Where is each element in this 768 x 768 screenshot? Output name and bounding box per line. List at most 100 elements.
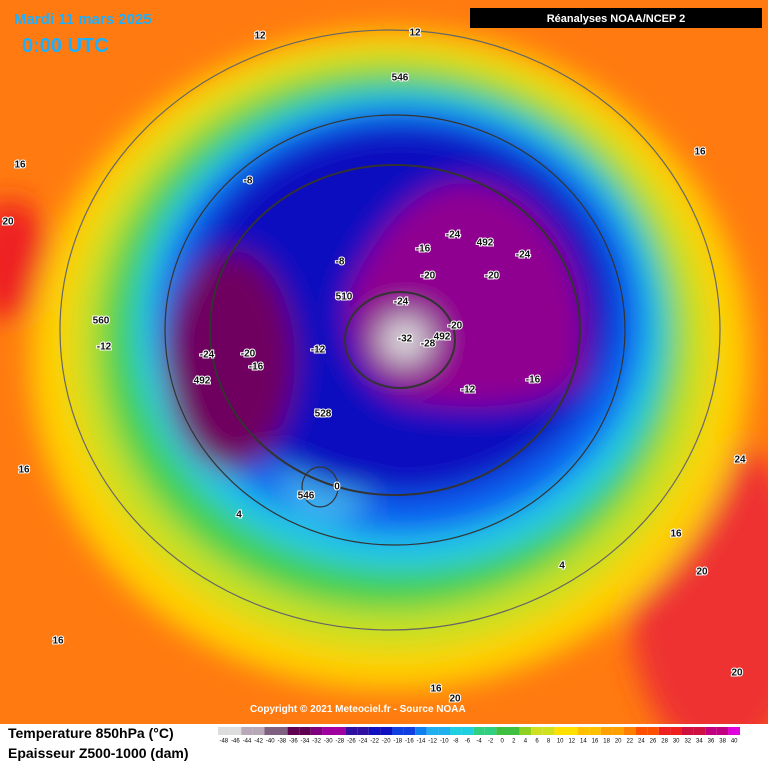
map-label: -16 (416, 244, 431, 255)
scale-swatch (241, 727, 253, 735)
map-label: 560 (93, 316, 110, 327)
map-label: 546 (298, 491, 315, 502)
scale-label: -16 (405, 739, 414, 745)
map-label: -20 (448, 321, 463, 332)
map-label: -24 (200, 350, 215, 361)
scale-swatch (287, 727, 300, 735)
map-label: 16 (14, 160, 26, 171)
scale-swatch (693, 727, 706, 735)
map-label: -16 (526, 375, 541, 386)
scale-label: -20 (382, 739, 391, 745)
scale-swatch (299, 727, 311, 735)
scale-label: 12 (568, 739, 575, 745)
scale-label: -28 (335, 739, 344, 745)
scale-swatch (519, 727, 532, 735)
map-label: 16 (430, 684, 442, 695)
map-label: 16 (670, 529, 682, 540)
scale-swatch (403, 727, 416, 735)
map-label: 12 (409, 28, 421, 39)
map-label: 528 (315, 409, 332, 420)
scale-label: 40 (731, 739, 738, 745)
source: Réanalyses NOAA/NCEP 2 (547, 13, 686, 25)
map-label: -12 (311, 345, 326, 356)
scale-swatch (682, 727, 694, 735)
scale-swatch (658, 727, 671, 735)
scale-label: 2 (512, 739, 516, 745)
scale-label: -32 (312, 739, 321, 745)
map-label: 16 (18, 465, 30, 476)
scale-label: -34 (301, 739, 310, 745)
scale-swatch (612, 727, 624, 735)
scale-label: 34 (696, 739, 703, 745)
date: Mardi 11 mars 2025 (14, 11, 152, 28)
scale-label: 10 (557, 739, 564, 745)
scale-label: 16 (592, 739, 599, 745)
scale-swatch (554, 727, 566, 735)
scale-swatch (635, 727, 648, 735)
scale-swatch (345, 727, 358, 735)
scale-swatch (496, 727, 508, 735)
scale-swatch (473, 727, 485, 735)
scale-swatch (310, 727, 323, 735)
map-label: 16 (694, 147, 706, 158)
scale-label: -12 (428, 739, 437, 745)
scale-label: 32 (684, 739, 691, 745)
scale-label: 20 (615, 739, 622, 745)
map-label: -24 (446, 230, 461, 241)
scale-swatch (357, 727, 369, 735)
map-label: -32 (398, 334, 413, 345)
scale-swatch (589, 727, 601, 735)
map-label: 492 (194, 376, 211, 387)
scale-swatch (438, 727, 450, 735)
scale-label: 8 (547, 739, 551, 745)
scale-label: 14 (580, 739, 587, 745)
scale-label: 24 (638, 739, 645, 745)
scale-label: -14 (417, 739, 426, 745)
scale-label: -44 (243, 739, 252, 745)
map-label: 492 (477, 238, 494, 249)
map-label: 24 (734, 455, 746, 466)
scale-swatch (229, 727, 242, 735)
map-label: 20 (2, 217, 14, 228)
legend-thickness: Epaisseur Z500-1000 (dam) (8, 745, 189, 761)
scale-label: -22 (370, 739, 379, 745)
scale-label: -18 (393, 739, 402, 745)
scale-label: 4 (524, 739, 528, 745)
scale-swatch (380, 727, 392, 735)
time: 0:00 UTC (22, 35, 109, 57)
scale-swatch (392, 727, 404, 735)
map-label: 492 (434, 332, 451, 343)
map-label: 510 (336, 292, 353, 303)
source-box (470, 8, 762, 28)
map-label: -8 (336, 257, 345, 268)
scale-label: -30 (324, 739, 333, 745)
scale-swatch (566, 727, 578, 735)
scale-label: 38 (719, 739, 726, 745)
map-label: -28 (421, 339, 436, 350)
scale-swatch (426, 727, 439, 735)
map-label: -12 (97, 342, 112, 353)
scale-swatch (484, 727, 497, 735)
map-label: -8 (244, 176, 253, 187)
scale-label: -40 (266, 739, 275, 745)
map-label: -20 (421, 271, 436, 282)
scale-swatch (647, 727, 659, 735)
map-label: -12 (461, 385, 476, 396)
scale-swatch (368, 727, 381, 735)
scale-label: -10 (440, 739, 449, 745)
scale-label: 18 (603, 739, 610, 745)
contours (59, 29, 721, 631)
scale-swatch (461, 727, 474, 735)
scale-swatch (670, 727, 682, 735)
scale-swatch (705, 727, 717, 735)
map-label: 546 (392, 73, 409, 84)
scale-label: -48 (219, 739, 228, 745)
scale-swatch (600, 727, 613, 735)
scale-label: 0 (501, 739, 505, 745)
scale-swatch (276, 727, 288, 735)
scale-label: 28 (661, 739, 668, 745)
scale-swatch (450, 727, 462, 735)
scale-swatch (542, 727, 555, 735)
copyright: Copyright © 2021 Meteociel.fr - Source N… (250, 704, 466, 715)
scale-label: -6 (465, 739, 471, 745)
